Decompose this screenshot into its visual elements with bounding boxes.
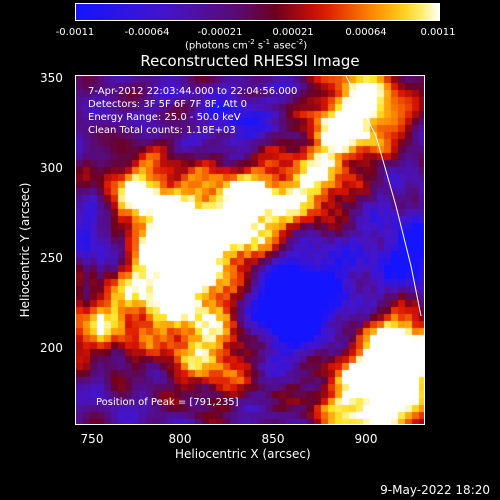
rhessi-image-map [76,76,424,424]
limb-line [345,76,422,317]
colorbar-units: (photons cm-2 s-1 asec-2) [185,38,308,52]
x-tick-label: 900 [354,432,378,446]
y-tick-label: 250 [40,251,63,265]
x-tick-label: 750 [80,432,104,446]
colorbar-tick: -0.0011 [55,27,95,38]
colorbar-tick: 0.00021 [272,27,314,38]
colorbar-tick: 0.00064 [345,27,387,38]
colorbar-tick: -0.00021 [197,27,243,38]
y-axis-label: Heliocentric Y (arcsec) [18,182,32,318]
info-time: 7-Apr-2012 22:03:44.000 to 22:04:56.000 [88,86,298,97]
colorbar-tick: 0.0011 [420,27,456,38]
colorbar-tick: -0.00064 [124,27,170,38]
plot-title: Reconstructed RHESSI Image [140,52,360,70]
info-clean: Clean Total counts: 1.18E+03 [88,125,236,136]
info-energy: Energy Range: 25.0 - 50.0 keV [88,112,241,123]
y-tick-label: 300 [40,161,63,175]
info-peak: Position of Peak = [791,235] [96,397,239,408]
x-tick-label: 800 [168,432,192,446]
x-axis-label: Heliocentric X (arcsec) [175,447,311,461]
info-detectors: Detectors: 3F 5F 6F 7F 8F, Att 0 [88,99,248,110]
y-tick-label: 200 [40,341,63,355]
image-plot: 7-Apr-2012 22:03:44.000 to 22:04:56.000 … [75,75,425,425]
y-tick-label: 350 [40,71,63,85]
colorbar [75,3,440,21]
x-tick-label: 850 [261,432,285,446]
timestamp: 9-May-2022 18:20 [380,483,490,497]
